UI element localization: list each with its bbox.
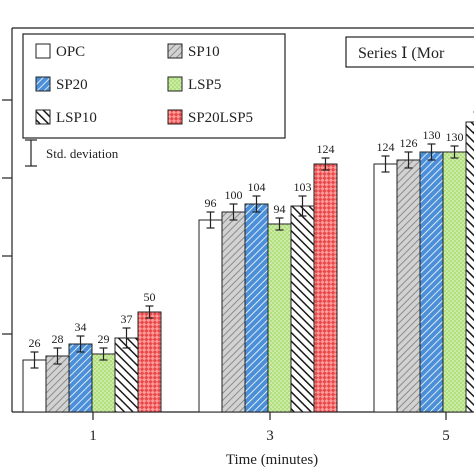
bar-sp20-t1 xyxy=(68,343,93,413)
legend-swatch-lsp10 xyxy=(35,109,51,125)
bar-opc-t5 xyxy=(373,163,398,413)
x-axis-title: Time (minutes) xyxy=(226,452,318,468)
bar-lsp10-t1 xyxy=(114,337,139,413)
legend-label-sp20: SP20 xyxy=(56,77,88,93)
error-bar-opc-t5 xyxy=(381,155,390,173)
bar-sp20-t5 xyxy=(419,151,444,413)
error-bar-lsp5-t1 xyxy=(99,347,108,361)
data-label-sp20lsp5-t3: 124 xyxy=(317,142,335,156)
legend-box xyxy=(22,33,286,139)
x-tick-label-5: 5 xyxy=(442,428,450,444)
std-deviation-legend: Std. deviation xyxy=(25,139,119,167)
error-bar-sp20-t5 xyxy=(427,143,436,161)
legend-swatch-opc xyxy=(35,43,51,59)
legend-label-sp10: SP10 xyxy=(188,44,220,60)
x-ticks xyxy=(92,412,447,420)
x-tick-label-3: 3 xyxy=(266,428,274,444)
data-label-sp20-t1: 34 xyxy=(75,320,87,334)
error-bar-lsp10-t3 xyxy=(298,195,307,217)
bar-sp10-t5 xyxy=(396,159,421,413)
error-bar-sp20-t3 xyxy=(252,195,261,213)
bar-sp10-t3 xyxy=(221,211,246,413)
series-annotation: Series Ⅰ (Mor xyxy=(345,36,474,68)
bar-lsp10-t5 xyxy=(465,121,474,413)
bar-sp20-t3 xyxy=(244,203,269,413)
data-label-opc-t3: 96 xyxy=(205,196,217,210)
error-bar-sp10-t3 xyxy=(229,203,238,221)
bar-opc-t3 xyxy=(198,219,223,413)
data-label-sp20-t5: 130 xyxy=(423,128,441,142)
legend-swatch-sp10 xyxy=(167,43,183,59)
bar-lsp5-t1 xyxy=(91,353,116,413)
legend-label-lsp10: LSP10 xyxy=(56,110,97,126)
data-label-sp20lsp5-t1: 50 xyxy=(144,290,156,304)
legend-swatch-sp20 xyxy=(35,76,51,92)
error-bar-lsp5-t3 xyxy=(275,217,284,231)
legend-label-lsp5: LSP5 xyxy=(188,77,221,93)
error-bar-sp20-t1 xyxy=(76,335,85,353)
error-bar-opc-t3 xyxy=(206,211,215,229)
error-bar-opc-t1 xyxy=(30,351,39,369)
x-tick-label-1: 1 xyxy=(89,428,97,444)
data-label-lsp10-t3: 103 xyxy=(294,180,312,194)
data-label-sp20-t3: 104 xyxy=(248,180,266,194)
series-annotation-box xyxy=(345,36,474,68)
bar-sp20lsp5-t1 xyxy=(137,311,162,413)
legend-swatch-sp20lsp5 xyxy=(167,109,183,125)
error-bar-sp10-t1 xyxy=(53,347,62,365)
error-bar-lsp10-t1 xyxy=(122,327,131,349)
series-annotation-text: Series Ⅰ (Mor xyxy=(358,45,445,62)
data-label-sp10-t3: 100 xyxy=(225,188,243,202)
error-bar-sp10-t5 xyxy=(404,151,413,169)
x-tick-labels: 1 3 5 xyxy=(89,428,450,444)
data-labels-layer: 26 28 34 29 37 50 96 100 104 94 103 124 124 126 130 130… xyxy=(29,128,464,350)
legend-label-opc: OPC xyxy=(56,44,85,60)
legend-label-sp20lsp5: SP20LSP5 xyxy=(188,110,253,126)
data-label-lsp10-t1: 37 xyxy=(121,312,133,326)
data-label-lsp5-t3: 94 xyxy=(274,202,286,216)
data-label-sp10-t5: 126 xyxy=(400,136,418,150)
error-bar-lsp5-t5 xyxy=(450,145,459,159)
bar-lsp10-t3 xyxy=(290,205,315,413)
std-deviation-label: Std. deviation xyxy=(46,146,119,161)
bars-layer xyxy=(22,111,474,413)
data-label-lsp5-t5: 130 xyxy=(446,130,464,144)
y-ticks xyxy=(2,99,12,335)
bar-lsp5-t5 xyxy=(442,151,467,413)
data-label-opc-t1: 26 xyxy=(29,336,41,350)
data-label-sp10-t1: 28 xyxy=(52,332,64,346)
legend: OPC SP10 SP20 LSP5 LSP10 SP20LSP5 xyxy=(22,33,286,139)
legend-swatch-lsp5 xyxy=(167,76,183,92)
bar-sp20lsp5-t3 xyxy=(313,163,338,413)
bar-lsp5-t3 xyxy=(267,223,292,413)
error-bar-sp20lsp5-t1 xyxy=(145,305,154,319)
error-bar-sp20lsp5-t3 xyxy=(321,157,330,171)
data-label-opc-t5: 124 xyxy=(377,140,395,154)
data-label-lsp5-t1: 29 xyxy=(98,332,110,346)
